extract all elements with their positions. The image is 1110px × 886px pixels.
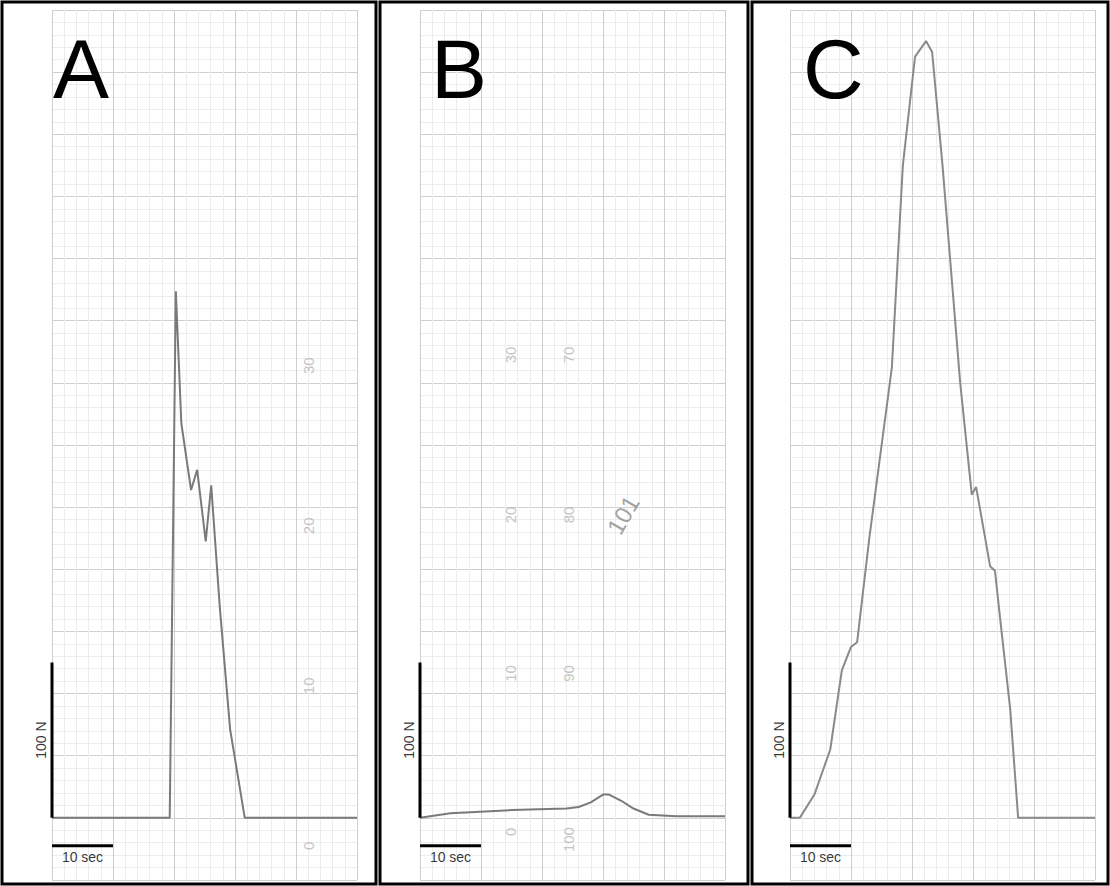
svg-text:10 sec: 10 sec [800, 849, 841, 865]
svg-text:30: 30 [502, 347, 519, 364]
svg-text:B: B [431, 22, 487, 116]
svg-text:10 sec: 10 sec [62, 849, 103, 865]
svg-text:20: 20 [502, 507, 519, 524]
svg-text:C: C [803, 22, 864, 116]
svg-text:80: 80 [560, 507, 577, 524]
svg-text:100: 100 [560, 827, 577, 852]
svg-text:100 N: 100 N [771, 721, 787, 758]
svg-text:10 sec: 10 sec [430, 849, 471, 865]
svg-text:101: 101 [601, 491, 644, 539]
svg-text:20: 20 [300, 517, 317, 534]
svg-text:30: 30 [300, 357, 317, 374]
svg-text:90: 90 [560, 665, 577, 682]
svg-text:10: 10 [502, 665, 519, 682]
svg-text:0: 0 [502, 828, 519, 836]
svg-text:70: 70 [560, 347, 577, 364]
svg-text:100 N: 100 N [33, 721, 49, 758]
svg-text:A: A [53, 22, 109, 116]
svg-text:10: 10 [300, 677, 317, 694]
svg-text:0: 0 [300, 842, 317, 850]
svg-text:100 N: 100 N [401, 721, 417, 758]
